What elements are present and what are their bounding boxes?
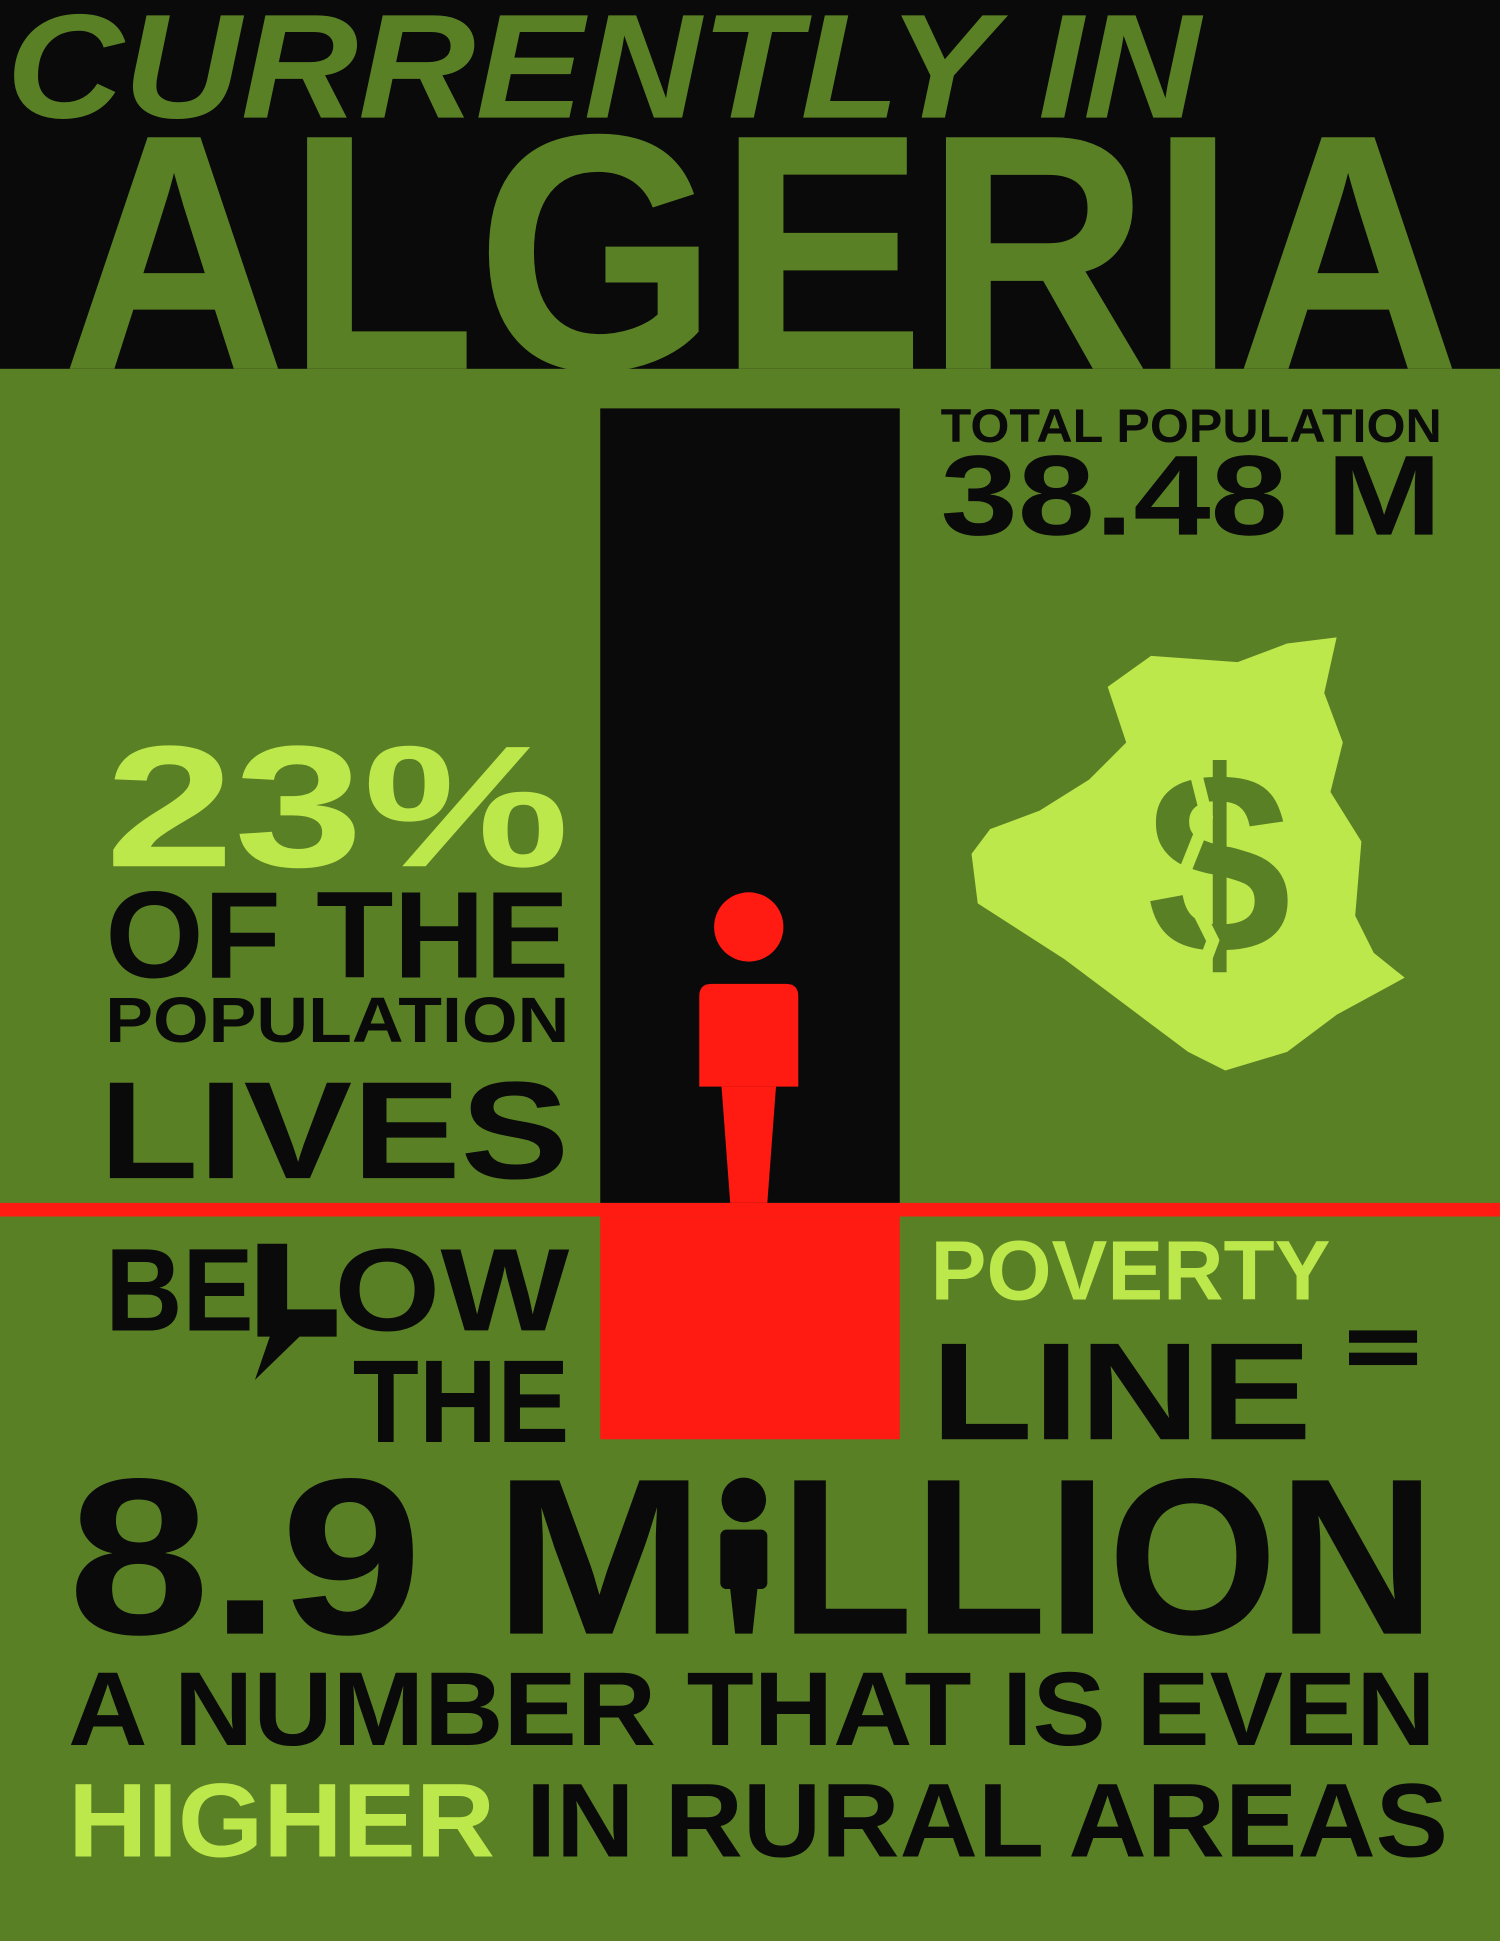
line-word: LINE [931,1315,1312,1469]
dollar-crack [1175,741,1220,993]
result-line1: A NUMBER THAT IS EVEN [68,1651,1436,1768]
total-population-value: 38.48 M [941,433,1442,560]
the: THE [353,1336,570,1467]
icon-legs [730,1589,758,1634]
icon-body [720,1529,768,1590]
result-line2: IN RURAL AREAS [526,1762,1448,1879]
statement-line2: POPULATION [105,984,569,1056]
percent: 23% [105,709,569,903]
header-title: ALGERIA [62,65,1461,441]
number-end: LLION [780,1433,1436,1682]
header-line1: CURRENTLY IN [6,0,1203,150]
person-body [699,983,799,1087]
person-head [714,892,784,962]
below-end: OW [334,1224,569,1355]
poverty: POVERTY [931,1223,1331,1317]
equals-top [1349,1330,1418,1343]
dollar-sign: $ [1147,719,1292,1009]
million-person-icon [720,1477,768,1634]
person-legs [721,1086,776,1203]
number-start: 8.9 M [68,1433,705,1682]
poverty-line [0,1202,1500,1217]
below-arrow [254,1243,337,1380]
total-population-label: TOTAL POPULATION [941,399,1442,452]
header-band [0,0,1500,369]
icon-head [721,1477,767,1523]
person-icon [699,892,799,1203]
algeria-map: $ [971,637,1405,1071]
highlight: HIGHER [68,1762,495,1879]
statement-line1: OF THE [105,867,569,1005]
below-start: BE [105,1224,254,1355]
statement-line3: LIVES [99,1054,569,1208]
equals-bottom [1349,1352,1418,1366]
red-box [600,1216,900,1440]
